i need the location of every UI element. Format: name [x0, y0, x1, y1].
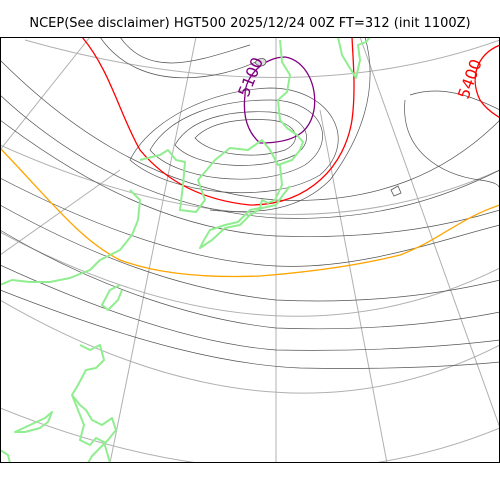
height-contour	[0, 204, 500, 302]
height-contour	[99, 37, 261, 79]
graticule-parallel	[0, 144, 500, 215]
low-center-contour	[254, 58, 267, 67]
graticule-meridian	[109, 37, 197, 463]
graticule-parallel	[0, 299, 500, 394]
coastline-west	[0, 449, 11, 463]
coastline-arctic-islands	[0, 189, 141, 286]
height-contour	[174, 111, 307, 166]
coastline-greenland-east	[199, 164, 291, 249]
height-contour	[0, 59, 500, 201]
height-contour	[119, 37, 251, 64]
height-contour	[129, 87, 339, 194]
coastline-svalbard	[337, 37, 371, 79]
graticule-parallel	[0, 407, 500, 463]
height-contour	[0, 229, 500, 330]
height-contour	[409, 90, 500, 111]
coastline-iceland	[14, 411, 53, 433]
island-marker	[390, 185, 402, 197]
graticule-meridian	[359, 37, 500, 429]
height-contour	[404, 99, 500, 191]
coastline-norway-fjords	[71, 394, 111, 463]
height-contour	[0, 264, 500, 351]
contour-5400-east	[474, 44, 500, 119]
chart-title: NCEP(See disclaimer) HGT500 2025/12/24 0…	[29, 16, 471, 31]
contour-5400	[81, 37, 355, 206]
map-panel: 5100 5400	[0, 37, 500, 463]
height-contour	[0, 119, 500, 237]
coastlines	[0, 37, 371, 463]
height-contour	[0, 177, 500, 267]
coastline-scandinavia	[71, 344, 117, 463]
height-contour	[0, 289, 500, 369]
coastline-baffin	[101, 284, 123, 311]
contour-5100	[243, 56, 316, 144]
height-contour	[149, 99, 323, 180]
contour-5700	[0, 147, 500, 278]
graticule-parallel	[0, 231, 500, 317]
coastline-greenland	[139, 39, 304, 213]
height-contours	[0, 37, 500, 369]
height-contour	[0, 94, 500, 219]
